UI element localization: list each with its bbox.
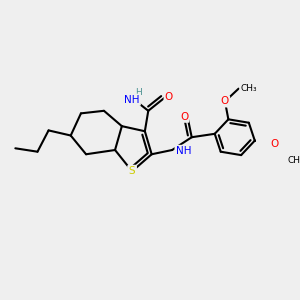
Text: NH: NH [176, 146, 191, 156]
Text: CH₃: CH₃ [287, 156, 300, 165]
Text: CH₃: CH₃ [240, 84, 257, 93]
Text: O: O [221, 96, 229, 106]
Text: O: O [165, 92, 173, 102]
Text: S: S [129, 166, 135, 176]
Text: NH: NH [124, 95, 140, 105]
Text: H: H [136, 88, 142, 97]
Text: O: O [270, 139, 278, 149]
Text: O: O [180, 112, 188, 122]
